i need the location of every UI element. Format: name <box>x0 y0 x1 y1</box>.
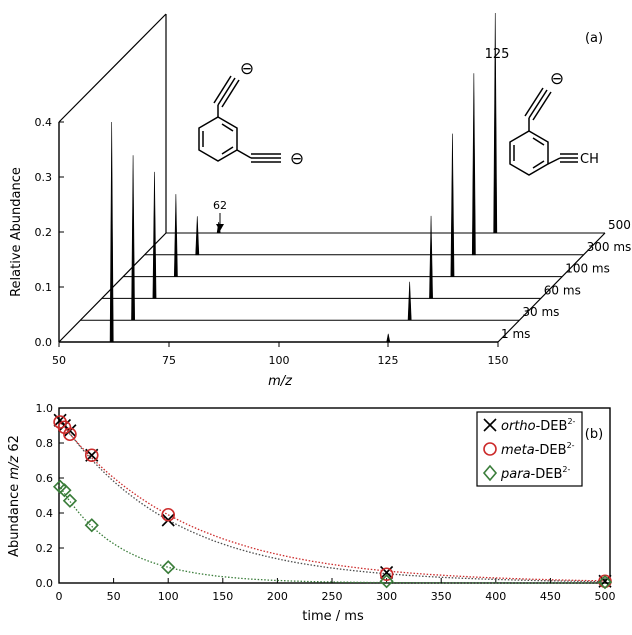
molecule-ch-label: CH <box>580 152 599 167</box>
annotation-62-arrowhead <box>216 224 224 231</box>
depth-axis-right <box>497 232 606 343</box>
a-ytick-3: 0.3 <box>35 171 53 184</box>
panel-a-label: (a) <box>585 31 603 46</box>
b-x-axis-label: time / ms <box>302 609 364 624</box>
point-2-4 <box>161 560 176 575</box>
time-label-2: 60 ms <box>544 283 581 297</box>
peak-0-0 <box>109 121 114 343</box>
b-xtick-0: 0 <box>56 590 63 603</box>
svg-text:ortho-DEB2-: ortho-DEB2- <box>501 417 576 434</box>
a-x-axis-label: m/z <box>268 374 293 389</box>
panel-a-spectra: 500 ms 300 ms 100 ms 60 ms 30 ms 1 ms <box>80 12 632 343</box>
a-xtick-100: 100 <box>269 354 290 367</box>
molecule-monoanion <box>509 87 578 176</box>
legend: ortho-DEB2- meta-DEB2- para-DEB2- <box>476 411 583 487</box>
peak-3-0 <box>173 194 178 277</box>
b-ytick-3: 0.6 <box>36 472 54 485</box>
a-ytick-1: 0.1 <box>35 281 53 294</box>
peak-4-0 <box>195 216 200 256</box>
point-2-6 <box>597 574 613 590</box>
legend-entry-ortho: ortho-DEB2- <box>483 417 576 434</box>
a-ytick-2: 0.2 <box>35 226 53 239</box>
peak-3-1 <box>450 133 455 277</box>
peak-0-1 <box>386 333 391 343</box>
panel-b-ticks: 0 50 100 150 200 250 300 350 400 450 500 0.0 0.2 0.4 0… <box>36 402 616 603</box>
depth-axis-top <box>58 13 167 123</box>
a-xtick-75: 75 <box>162 354 176 367</box>
time-label-0: 1 ms <box>501 327 530 341</box>
panel-b-label: (b) <box>585 427 603 442</box>
b-xtick-6: 300 <box>376 590 397 603</box>
svg-text:para-DEB2-: para-DEB2- <box>500 465 570 482</box>
a-xtick-50: 50 <box>52 354 66 367</box>
b-xtick-1: 50 <box>107 590 121 603</box>
point-2-1 <box>57 483 72 498</box>
point-2-3 <box>84 518 99 533</box>
time-label-4: 300 ms <box>587 240 632 254</box>
b-xtick-4: 200 <box>267 590 288 603</box>
b-ytick-4: 0.8 <box>36 437 54 450</box>
point-1-4 <box>161 507 175 522</box>
peak-1-0 <box>131 155 135 321</box>
point-1-2 <box>63 427 77 442</box>
charge-symbol-monoanion: ⊖ <box>550 69 564 89</box>
panel-a: (a) 0.0 0.1 0.2 0.3 0.4 50 75 100 125 15… <box>9 12 632 389</box>
panel-b-points <box>52 413 613 590</box>
point-0-5 <box>380 565 394 580</box>
a-y-axis-label: Relative Abundance <box>9 167 24 297</box>
b-y-axis-label: Abundance m/z 62 <box>7 435 22 557</box>
b-xtick-8: 400 <box>485 590 506 603</box>
point-2-5 <box>379 574 394 589</box>
legend-entry-para: para-DEB2- <box>482 464 570 482</box>
b-xtick-9: 450 <box>540 590 561 603</box>
b-xtick-10: 500 <box>595 590 616 603</box>
b-xtick-5: 250 <box>322 590 343 603</box>
panel-b: (b) 0 50 100 150 200 250 300 350 400 450 500 0.0 0.2… <box>7 402 616 624</box>
molecule-dianion <box>198 75 281 163</box>
charge-symbol-right: ⊖ <box>290 149 304 169</box>
peak-1-1 <box>407 281 412 321</box>
annotation-125: 125 <box>485 47 510 62</box>
b-ytick-5: 1.0 <box>36 402 54 415</box>
time-label-3: 100 ms <box>565 262 610 276</box>
peak-2-1 <box>429 215 433 299</box>
point-2-2 <box>62 493 78 508</box>
a-ytick-0: 0.0 <box>35 336 53 349</box>
legend-entry-meta: meta-DEB2- <box>483 441 575 458</box>
b-ytick-2: 0.4 <box>36 507 54 520</box>
b-ytick-0: 0.0 <box>36 577 54 590</box>
peak-4-1 <box>471 73 476 256</box>
time-label-5: 500 ms <box>608 218 632 232</box>
a-xtick-125: 125 <box>378 354 399 367</box>
charge-symbol-top: ⊖ <box>240 59 254 79</box>
point-1-5 <box>379 567 394 582</box>
panel-b-frame <box>58 407 611 584</box>
fit-curve-2 <box>58 484 605 584</box>
fit-curve-0 <box>58 418 605 583</box>
svg-text:meta-DEB2-: meta-DEB2- <box>501 441 575 458</box>
point-1-3 <box>84 448 99 463</box>
peak-5-1 <box>493 12 498 234</box>
annotation-62: 62 <box>213 199 227 212</box>
b-xtick-3: 150 <box>212 590 233 603</box>
time-label-1: 30 ms <box>522 305 559 319</box>
panel-b-fit-curves <box>58 418 606 584</box>
b-ytick-1: 0.2 <box>36 542 54 555</box>
a-xtick-150: 150 <box>488 354 509 367</box>
panel-a-y-ticks <box>59 121 64 343</box>
peak-2-0 <box>152 171 157 299</box>
b-xtick-7: 350 <box>431 590 452 603</box>
a-ytick-4: 0.4 <box>35 116 53 129</box>
fit-curve-1 <box>58 420 606 582</box>
b-xtick-2: 100 <box>158 590 179 603</box>
